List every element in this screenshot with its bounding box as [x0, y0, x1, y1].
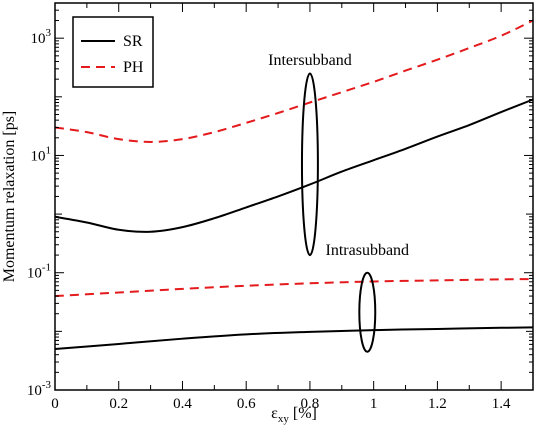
x-tick-label: 0.8 — [301, 396, 320, 412]
y-tick-label: 103 — [31, 27, 52, 47]
series-line-intrasubband-ph — [54, 278, 534, 298]
plot-frame — [54, 2, 534, 391]
y-tick-label-base: 10 — [31, 31, 46, 47]
x-tick-label: 1 — [370, 396, 378, 412]
y-tick-label-exponent: -3 — [42, 379, 52, 391]
y-tick-label: 101 — [31, 144, 52, 164]
y-tick-label: 10-3 — [27, 379, 52, 399]
x-tick-label: 0.6 — [237, 396, 256, 412]
legend: SR PH — [72, 16, 154, 88]
annotation-intersubband: Intersubband — [268, 52, 352, 69]
y-tick-label-exponent: 3 — [46, 27, 52, 39]
x-axis-title-unit: [%] — [293, 405, 317, 422]
series-line-intrasubband-sr — [54, 326, 534, 351]
legend-box — [72, 16, 154, 88]
x-tick-label: 0.4 — [173, 396, 192, 412]
series-line-intersubband-ph — [54, 19, 534, 143]
y-tick-label-base: 10 — [27, 266, 42, 282]
x-axis-title: εxy [%] — [271, 405, 317, 425]
x-axis-title-main: ε — [271, 405, 278, 422]
y-tick-label: 10-1 — [27, 262, 51, 282]
legend-label-ph: PH — [123, 59, 144, 76]
y-axis-title: Momentum relaxation [ps] — [1, 111, 18, 283]
series-line-intersubband-sr — [54, 98, 534, 233]
series-layer — [54, 19, 534, 351]
intrasubband-ellipse — [358, 271, 377, 353]
x-tick-label: 0 — [51, 396, 59, 412]
ellipse-layer — [300, 72, 377, 353]
intersubband-ellipse — [300, 72, 319, 257]
annotation-intrasubband: Intrasubband — [326, 242, 410, 259]
x-tick-label: 0.2 — [109, 396, 128, 412]
x-axis-title-sub: xy — [278, 413, 290, 425]
y-tick-label-exponent: -1 — [42, 262, 51, 274]
y-tick-label-base: 10 — [27, 383, 42, 399]
annotation-layer: Intersubband Intrasubband — [268, 52, 409, 259]
legend-label-sr: SR — [123, 33, 143, 50]
x-tick-label: 1.4 — [492, 396, 511, 412]
y-tick-label-exponent: 1 — [46, 144, 52, 156]
y-tick-label-base: 10 — [31, 148, 46, 164]
x-tick-label: 1.2 — [428, 396, 447, 412]
